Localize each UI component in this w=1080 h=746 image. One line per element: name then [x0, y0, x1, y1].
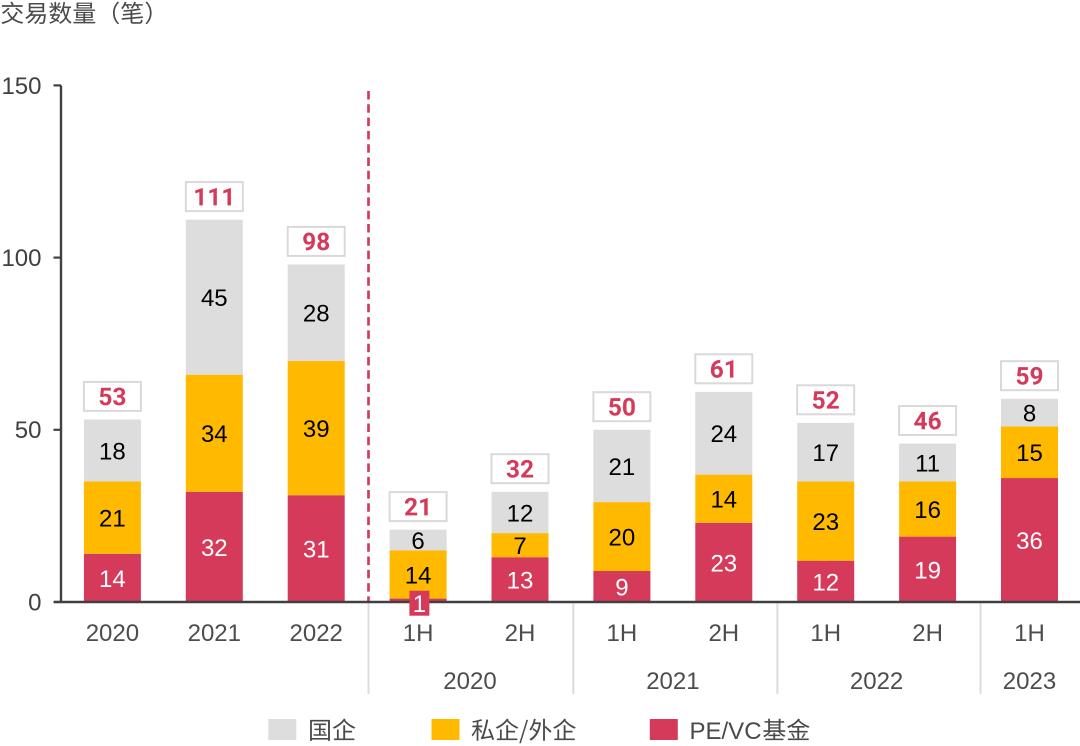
- svg-text:9: 9: [615, 575, 628, 602]
- svg-text:28: 28: [303, 301, 330, 328]
- svg-text:11: 11: [915, 451, 940, 478]
- svg-text:39: 39: [303, 416, 330, 443]
- svg-text:23: 23: [710, 550, 737, 577]
- svg-text:20: 20: [609, 525, 636, 552]
- svg-text:1H: 1H: [607, 620, 638, 647]
- svg-text:14: 14: [405, 562, 432, 589]
- svg-text:2H: 2H: [708, 620, 739, 647]
- svg-text:23: 23: [812, 509, 839, 536]
- svg-text:16: 16: [914, 497, 941, 524]
- svg-text:21: 21: [609, 454, 636, 481]
- svg-text:36: 36: [1016, 528, 1043, 555]
- svg-text:2022: 2022: [290, 620, 343, 647]
- svg-text:19: 19: [914, 557, 941, 584]
- svg-text:12: 12: [507, 501, 534, 528]
- svg-text:7: 7: [513, 533, 526, 560]
- svg-text:18: 18: [99, 439, 126, 466]
- svg-text:6: 6: [411, 528, 424, 555]
- svg-text:12: 12: [812, 569, 839, 596]
- svg-text:2021: 2021: [188, 620, 241, 647]
- svg-text:8: 8: [1023, 401, 1036, 428]
- svg-text:0: 0: [28, 589, 41, 616]
- svg-text:2022: 2022: [850, 668, 903, 695]
- svg-text:13: 13: [507, 568, 534, 595]
- svg-text:14: 14: [710, 487, 737, 514]
- svg-text:2H: 2H: [505, 620, 536, 647]
- svg-text:2021: 2021: [646, 668, 699, 695]
- svg-text:1H: 1H: [1014, 620, 1045, 647]
- svg-text:150: 150: [1, 73, 41, 100]
- svg-text:1H: 1H: [403, 620, 434, 647]
- svg-text:PE/VC: PE/VC: [690, 718, 762, 745]
- svg-text:2020: 2020: [443, 668, 496, 695]
- svg-text:24: 24: [710, 421, 737, 448]
- svg-text:45: 45: [201, 285, 228, 312]
- svg-text:100: 100: [1, 245, 41, 272]
- svg-text:1: 1: [413, 591, 426, 618]
- svg-text:2H: 2H: [912, 620, 943, 647]
- svg-text:17: 17: [812, 440, 839, 467]
- svg-text:34: 34: [201, 421, 228, 448]
- svg-text:21: 21: [99, 506, 126, 533]
- svg-text:2023: 2023: [1003, 668, 1056, 695]
- svg-text:31: 31: [303, 537, 330, 564]
- svg-text:14: 14: [99, 566, 126, 593]
- svg-text:2020: 2020: [86, 620, 139, 647]
- svg-text:50: 50: [15, 417, 42, 444]
- svg-text:15: 15: [1016, 440, 1043, 467]
- svg-text:32: 32: [201, 535, 228, 562]
- svg-text:1H: 1H: [810, 620, 841, 647]
